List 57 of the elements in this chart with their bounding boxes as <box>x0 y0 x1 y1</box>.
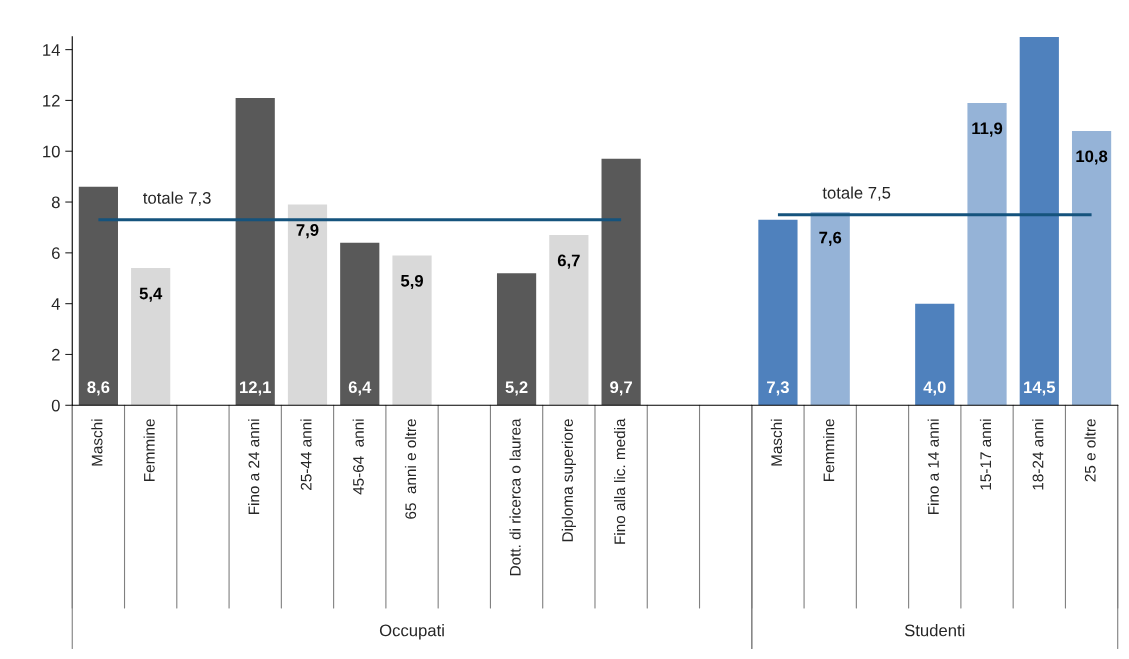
series-label: totale 7,3 <box>143 191 211 206</box>
bar <box>131 268 171 406</box>
x-tick-label: Maschi <box>91 419 103 466</box>
data-label: 6,7 <box>557 254 580 269</box>
series-label: totale 7,5 <box>822 186 891 201</box>
text: Occupati <box>379 624 444 640</box>
text: Studenti <box>904 624 965 637</box>
data-label: 14,5 <box>1024 381 1056 396</box>
x-tick-label: Dott. di ricerca o laurea <box>509 418 521 576</box>
data-label: 9,7 <box>610 381 632 396</box>
y-tick-label: 4 <box>51 298 60 310</box>
data-label: 6,4 <box>348 381 372 396</box>
data-label: 5,4 <box>139 287 163 302</box>
x-tick-label: Fino alla lic. media <box>614 418 626 544</box>
y-tick-label: 14 <box>43 44 60 56</box>
bar <box>235 97 275 406</box>
data-label: 7,6 <box>819 231 842 246</box>
bar <box>1019 36 1059 406</box>
bar <box>392 255 432 406</box>
data-label: 5,2 <box>505 381 528 396</box>
y-tick-label: 12 <box>43 94 60 107</box>
x-tick-label: 65 anni e oltre <box>404 419 417 519</box>
bar <box>496 273 537 406</box>
bar <box>287 204 328 406</box>
y-tick-label: 2 <box>52 348 60 361</box>
bar <box>810 212 850 406</box>
x-tick-label: 25 e oltre <box>1084 419 1096 482</box>
bar <box>601 158 641 406</box>
x-tick-label: Maschi <box>770 419 783 466</box>
y-tick-label: 10 <box>43 145 60 158</box>
x-tick-label: Femmine <box>143 419 155 481</box>
bar <box>915 303 955 406</box>
x-tick-label: Fino a 14 anni <box>927 419 939 515</box>
y-tick-label: 6 <box>52 247 60 260</box>
data-label: 5,9 <box>400 274 423 290</box>
data-label: 4,0 <box>923 381 946 396</box>
x-tick-label: 18-24 anni <box>1032 419 1044 490</box>
bar <box>549 235 589 406</box>
x-tick-label: 15-17 anni <box>979 419 992 490</box>
y-tick-label: 0 <box>51 399 60 412</box>
data-label: 10,8 <box>1076 150 1108 165</box>
bar <box>78 186 118 406</box>
y-tick-label: 8 <box>51 196 60 209</box>
data-label: 7,3 <box>767 381 789 396</box>
bar <box>1071 130 1112 406</box>
data-label: 11,9 <box>972 122 1003 137</box>
x-tick-label: Femmine <box>823 419 835 481</box>
x-tick-label: 25-44 anni <box>300 419 312 490</box>
bar <box>967 102 1007 406</box>
data-label: 7,9 <box>296 224 319 239</box>
bar <box>340 242 380 406</box>
x-tick-label: Diploma superiore <box>561 419 576 542</box>
x-tick-label: 45-64 anni <box>352 419 364 495</box>
data-label: 12,1 <box>240 381 271 396</box>
data-label: 8,6 <box>87 381 110 396</box>
bar <box>758 219 798 406</box>
x-tick-label: Fino a 24 anni <box>248 419 260 515</box>
